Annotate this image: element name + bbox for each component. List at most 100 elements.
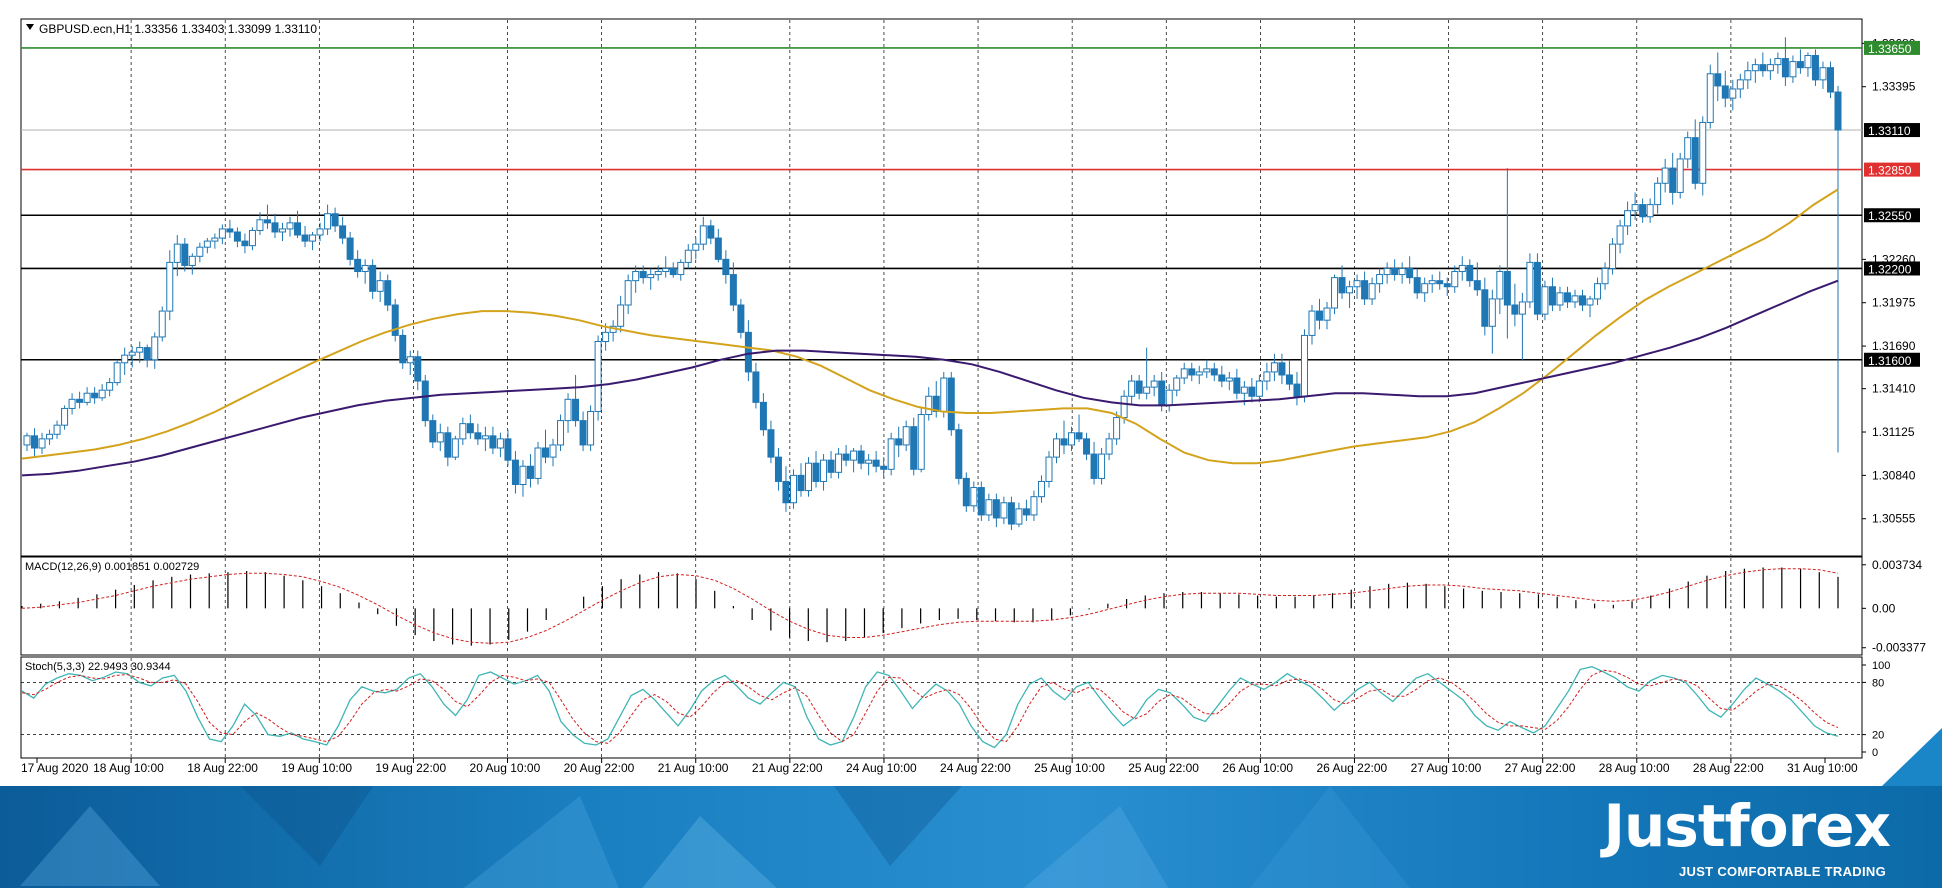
candle-body (1579, 295, 1587, 306)
candle-body (857, 450, 865, 464)
candle-body (1766, 64, 1774, 72)
candle (309, 231, 317, 251)
candle (1721, 70, 1729, 108)
candle (992, 493, 1000, 528)
candle (1699, 116, 1707, 196)
level-price-label: 1.33110 (1868, 124, 1911, 138)
candle-body (218, 228, 226, 239)
corner-accent (1882, 728, 1942, 786)
candle-body (1503, 271, 1511, 306)
candle-body (61, 407, 69, 426)
candle (1383, 262, 1391, 284)
candle (128, 346, 136, 368)
justforex-logo: Justforex (1603, 792, 1891, 860)
stoch-k-line (21, 666, 1839, 749)
candle-body (602, 331, 610, 343)
x-axis-label: 27 Aug 22:00 (1505, 761, 1576, 775)
candle-body (46, 433, 54, 440)
candle-body (1473, 280, 1481, 291)
candle (406, 350, 414, 375)
candle-body (166, 261, 174, 312)
candle (1361, 271, 1369, 305)
candle (737, 298, 745, 339)
candle-body (722, 258, 730, 276)
candle (820, 454, 828, 491)
candle-body (143, 347, 151, 361)
chart-canvas: 17 Aug 2020 18 Aug 10:00 18 Aug 22:00 19 Au… (20, 18, 1926, 775)
candle (572, 374, 580, 427)
candle-body (1601, 267, 1609, 285)
candle (624, 274, 632, 315)
candle-body (1368, 283, 1376, 300)
brand-tagline: JUST COMFORTABLE TRADING (1678, 864, 1886, 879)
candle-body (632, 271, 640, 282)
candle-body (421, 380, 429, 422)
candle (602, 323, 610, 351)
candle (1563, 286, 1571, 309)
macd-label: MACD(12,26,9) 0.001851 0.002729 (25, 561, 199, 573)
candle (1511, 283, 1519, 327)
candle-body (1834, 91, 1842, 131)
candle-body (1413, 277, 1421, 294)
level-price-label: 1.32200 (1868, 262, 1912, 276)
candle-body (173, 243, 181, 263)
candle-body (1218, 374, 1226, 382)
candle (496, 432, 504, 458)
candle (557, 414, 565, 452)
candle (1526, 253, 1534, 309)
candle-body (782, 480, 790, 504)
candle-body (136, 347, 144, 353)
candle-body (181, 243, 189, 266)
candle-body (707, 225, 715, 239)
candle (294, 210, 302, 239)
candle (1811, 49, 1819, 86)
candle (1774, 52, 1782, 74)
candle-body (1556, 292, 1564, 306)
candle (1346, 280, 1354, 309)
candle-body (1518, 301, 1526, 315)
candle (932, 381, 940, 418)
candle-body (1007, 502, 1015, 525)
stoch-label: Stoch(5,3,3) 22.9493 30.9344 (25, 661, 171, 673)
candle-body (962, 477, 970, 507)
level-price-label: 1.31600 (1868, 354, 1912, 368)
candle-body (789, 474, 797, 504)
candle-body (970, 487, 978, 507)
candle (1060, 420, 1068, 455)
candle-body (1646, 204, 1654, 218)
candle (1684, 131, 1692, 169)
candle-body (211, 237, 219, 242)
decor-shape (820, 786, 980, 866)
candle-body (842, 453, 850, 461)
candle-body (309, 234, 317, 242)
candle-body (1293, 383, 1301, 397)
candle-body (880, 465, 888, 470)
candle (639, 265, 647, 284)
candle-body (1781, 58, 1789, 78)
candle (647, 268, 655, 290)
candle-body (263, 219, 271, 224)
candle (1601, 262, 1609, 290)
candle-body (1285, 374, 1293, 385)
candle (1481, 277, 1489, 336)
candle-body (121, 354, 129, 364)
decor-shape (1020, 806, 1170, 888)
candle-body (1639, 204, 1647, 218)
candle-body (519, 465, 527, 486)
candle-body (865, 459, 873, 464)
candle (143, 344, 151, 368)
candle-body (812, 462, 820, 482)
candle-body (1443, 283, 1451, 288)
candle (1413, 268, 1421, 299)
candle-body (887, 438, 895, 470)
price-axis-label: 1.33395 (1872, 80, 1916, 94)
candle-body (1684, 137, 1692, 160)
candle (1744, 61, 1752, 89)
candle-body (1210, 368, 1218, 376)
candle (1541, 280, 1549, 321)
candle-body (917, 414, 925, 470)
candle-body (1819, 67, 1827, 81)
stoch-axis-label: 80 (1872, 677, 1884, 689)
candle-body (301, 234, 309, 242)
candle-body (624, 280, 632, 306)
